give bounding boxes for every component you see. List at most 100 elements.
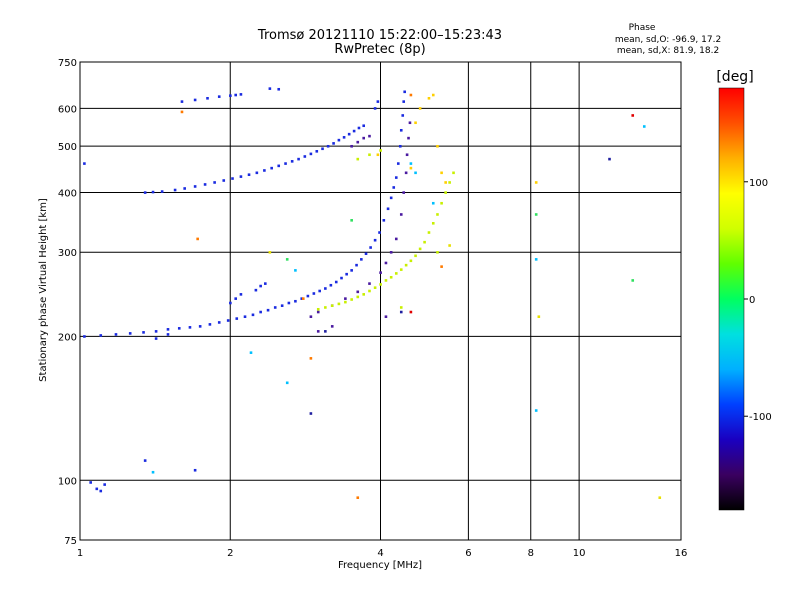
data-point bbox=[324, 287, 327, 290]
data-point bbox=[350, 298, 353, 301]
data-point bbox=[324, 330, 327, 333]
data-point bbox=[290, 160, 294, 163]
data-point bbox=[321, 147, 324, 151]
data-point bbox=[368, 153, 371, 157]
y-tick-label: 600 bbox=[58, 104, 77, 115]
data-point bbox=[452, 171, 455, 175]
data-point bbox=[418, 107, 422, 110]
data-point bbox=[402, 191, 406, 194]
colorbar-tick-label: 0 bbox=[749, 295, 755, 306]
data-point bbox=[392, 186, 396, 189]
colorbar-label: [deg] bbox=[716, 69, 753, 85]
data-point bbox=[431, 93, 435, 97]
data-point bbox=[444, 191, 447, 194]
data-point bbox=[208, 323, 212, 326]
data-point bbox=[180, 110, 184, 114]
data-point bbox=[440, 265, 443, 268]
data-point bbox=[196, 237, 199, 241]
data-point bbox=[405, 153, 409, 157]
data-point bbox=[151, 190, 155, 194]
x-tick-label: 10 bbox=[573, 548, 586, 559]
data-point bbox=[151, 470, 155, 474]
data-point bbox=[384, 261, 388, 265]
data-point bbox=[378, 231, 381, 234]
data-point bbox=[309, 412, 313, 415]
data-point bbox=[368, 134, 371, 138]
data-point bbox=[448, 244, 451, 247]
data-point bbox=[362, 293, 366, 296]
data-point bbox=[364, 252, 368, 256]
x-axis-ticks: 1 2 4 6 8 10 16 bbox=[77, 548, 688, 559]
data-point bbox=[344, 297, 347, 300]
data-point bbox=[356, 140, 360, 144]
data-point bbox=[394, 237, 398, 241]
data-point bbox=[301, 297, 305, 300]
data-point bbox=[409, 259, 413, 263]
data-point bbox=[239, 293, 243, 296]
y-tick-label: 750 bbox=[58, 58, 77, 69]
data-point bbox=[414, 171, 417, 175]
data-point bbox=[309, 152, 313, 156]
data-point bbox=[330, 304, 334, 307]
x-tick-label: 1 bbox=[77, 548, 83, 559]
data-point bbox=[384, 315, 388, 319]
x-tick-label: 2 bbox=[227, 548, 233, 559]
data-point bbox=[409, 93, 413, 97]
data-point bbox=[229, 94, 232, 97]
data-point bbox=[407, 136, 410, 140]
data-point bbox=[154, 330, 158, 333]
data-point bbox=[379, 283, 382, 286]
data-point bbox=[534, 181, 538, 184]
data-point bbox=[99, 489, 103, 493]
data-point bbox=[206, 96, 209, 100]
data-point bbox=[347, 132, 351, 136]
data-point bbox=[340, 276, 343, 280]
data-point bbox=[409, 166, 413, 170]
data-point bbox=[226, 319, 230, 322]
data-point bbox=[534, 409, 538, 412]
data-point bbox=[255, 171, 259, 175]
data-point bbox=[213, 181, 216, 184]
data-point bbox=[270, 166, 273, 170]
data-point bbox=[280, 304, 284, 307]
data-point bbox=[436, 144, 439, 148]
data-point bbox=[309, 315, 313, 319]
data-point bbox=[534, 258, 538, 261]
data-point bbox=[396, 162, 400, 165]
data-point bbox=[193, 98, 197, 102]
data-point bbox=[369, 246, 372, 249]
data-point bbox=[427, 231, 431, 234]
data-point bbox=[399, 310, 403, 314]
data-point bbox=[329, 283, 333, 287]
data-point bbox=[423, 240, 426, 244]
data-point bbox=[166, 333, 170, 336]
data-point bbox=[309, 357, 313, 360]
data-point bbox=[389, 251, 393, 254]
data-point bbox=[193, 468, 197, 472]
data-point bbox=[382, 219, 386, 222]
data-point bbox=[368, 282, 371, 285]
colorbar-tick-label: 100 bbox=[749, 178, 768, 189]
data-point bbox=[360, 258, 363, 261]
data-point bbox=[222, 179, 226, 182]
data-point bbox=[287, 301, 291, 305]
data-point bbox=[239, 93, 243, 96]
data-point bbox=[431, 201, 435, 205]
data-point bbox=[264, 282, 267, 285]
data-point bbox=[414, 121, 417, 125]
y-axis-ticks: 75 100 200 300 400 500 600 750 bbox=[58, 58, 77, 547]
data-point bbox=[143, 459, 147, 462]
data-point bbox=[386, 207, 390, 211]
data-point bbox=[154, 337, 158, 340]
data-point bbox=[316, 310, 320, 314]
data-point bbox=[642, 125, 646, 128]
data-point bbox=[357, 126, 361, 130]
data-point bbox=[384, 279, 388, 282]
data-point bbox=[436, 213, 439, 216]
data-point bbox=[243, 315, 247, 319]
data-point bbox=[440, 171, 443, 175]
x-tick-label: 4 bbox=[377, 548, 383, 559]
data-point bbox=[249, 351, 253, 354]
data-points bbox=[83, 87, 662, 499]
